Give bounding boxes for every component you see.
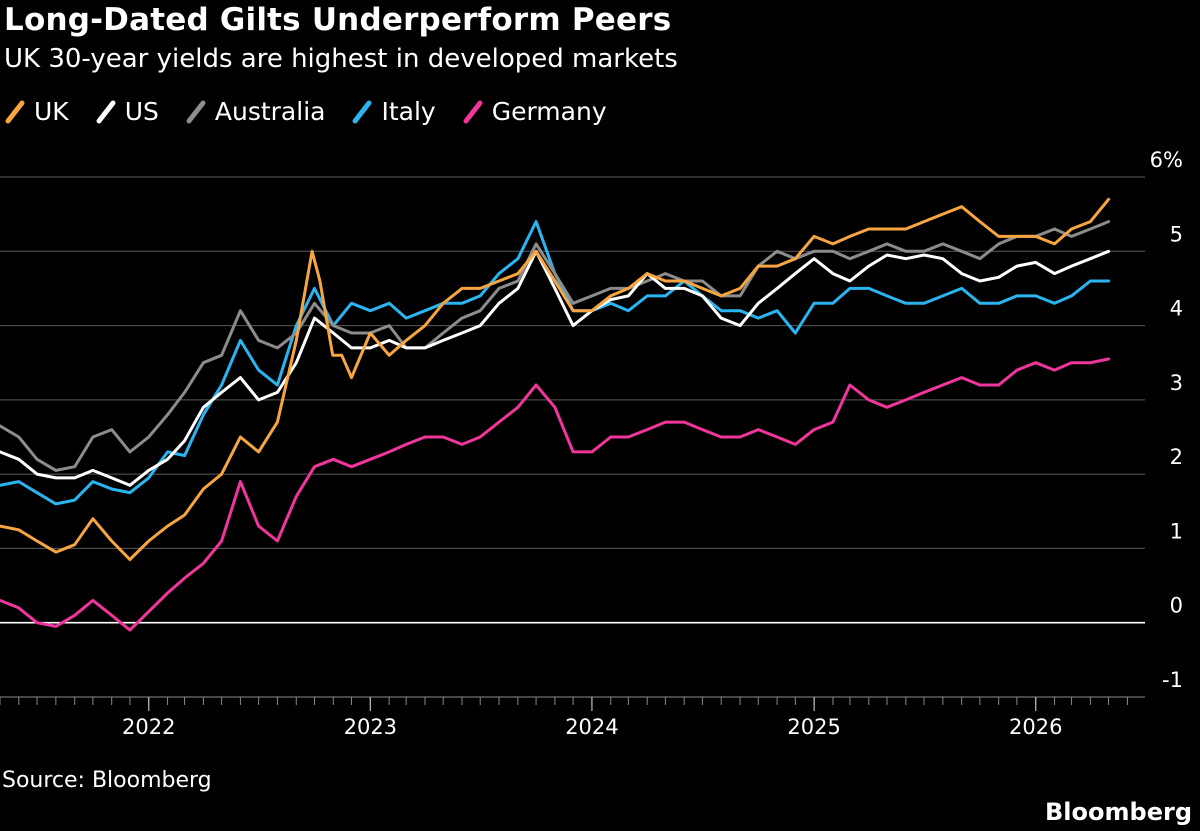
- legend-swatch-italy-mark: [352, 100, 372, 123]
- x-tick-label: 2022: [122, 715, 175, 739]
- y-tick-label: -1: [1162, 668, 1183, 692]
- x-tick-label: 2024: [565, 715, 618, 739]
- brand-logo: Bloomberg: [1045, 798, 1192, 826]
- series-line-uk: [0, 197, 1111, 562]
- legend-swatch-australia-mark: [186, 100, 206, 123]
- legend-label-germany: Germany: [491, 97, 607, 126]
- x-axis: 2022 2023 2024 2025 2026: [0, 696, 1145, 739]
- series-line-us: [0, 249, 1111, 487]
- chart-title: Long-Dated Gilts Underperform Peers: [4, 2, 672, 38]
- legend-swatch-germany-mark: [463, 100, 483, 123]
- legend-swatch-us: [96, 100, 116, 123]
- y-tick-label: 4: [1170, 297, 1183, 321]
- legend-swatch-uk: [5, 100, 25, 123]
- legend-item-uk: UK: [4, 97, 69, 126]
- chart-subtitle: UK 30-year yields are highest in develop…: [4, 44, 678, 74]
- legend-item-germany: Germany: [462, 97, 607, 126]
- legend-swatch-uk-mark: [5, 100, 25, 123]
- legend-item-australia: Australia: [185, 97, 326, 126]
- legend-swatch-us-mark: [96, 100, 116, 123]
- legend-item-italy: Italy: [351, 97, 436, 126]
- y-tick-label: 0: [1170, 594, 1183, 618]
- x-tick-label: 2023: [344, 715, 397, 739]
- legend-label-australia: Australia: [214, 97, 326, 126]
- x-tick-label: 2026: [1009, 715, 1062, 739]
- y-tick-label: 6%: [1150, 148, 1183, 172]
- legend-label-uk: UK: [34, 97, 69, 126]
- legend-label-us: US: [124, 97, 159, 126]
- series-line-australia: [0, 220, 1111, 472]
- legend: UK US Australia Italy Germany: [4, 97, 633, 126]
- y-tick-label: 3: [1170, 371, 1183, 395]
- series-lines: [0, 197, 1111, 632]
- x-tick-label: 2025: [787, 715, 840, 739]
- y-tick-label: 5: [1170, 222, 1183, 246]
- series-line-germany: [0, 357, 1111, 632]
- legend-swatch-germany: [463, 100, 483, 123]
- legend-label-italy: Italy: [381, 97, 436, 126]
- y-axis-labels: 6% 5 4 3 2 1 0 -1: [1150, 148, 1183, 692]
- legend-swatch-italy: [352, 100, 372, 123]
- source-note: Source: Bloomberg: [2, 768, 212, 793]
- y-tick-label: 2: [1170, 445, 1183, 469]
- legend-swatch-australia: [186, 100, 206, 123]
- legend-item-us: US: [95, 97, 159, 126]
- y-tick-label: 1: [1170, 519, 1183, 543]
